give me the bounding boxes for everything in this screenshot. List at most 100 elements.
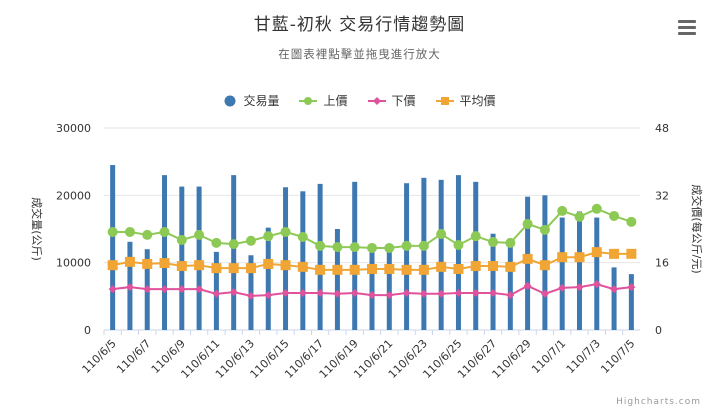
volume-bar[interactable]	[283, 187, 289, 330]
avg-price-point[interactable]	[418, 264, 429, 275]
avg-price-point[interactable]	[522, 253, 533, 264]
low-price-point[interactable]	[177, 285, 186, 294]
avg-price-point[interactable]	[591, 247, 602, 258]
avg-price-point[interactable]	[367, 263, 377, 274]
avg-price-point[interactable]	[453, 263, 464, 274]
high-price-point[interactable]	[436, 229, 447, 240]
low-price-point[interactable]	[471, 288, 480, 297]
low-price-point[interactable]	[385, 291, 394, 300]
high-price-point[interactable]	[263, 231, 274, 242]
volume-bar[interactable]	[438, 179, 444, 330]
high-price-point[interactable]	[245, 235, 256, 246]
low-price-point[interactable]	[298, 288, 307, 297]
volume-bar[interactable]	[594, 217, 600, 330]
avg-price-point[interactable]	[436, 261, 447, 272]
high-price-point[interactable]	[591, 203, 602, 214]
high-price-point[interactable]	[453, 239, 464, 250]
high-price-point[interactable]	[315, 240, 326, 251]
credit-link[interactable]: Highcharts.com	[616, 397, 701, 407]
volume-bar[interactable]	[179, 186, 185, 330]
low-price-point[interactable]	[454, 288, 463, 297]
low-price-point[interactable]	[333, 289, 342, 298]
avg-price-point[interactable]	[245, 263, 256, 274]
volume-bar[interactable]	[473, 181, 479, 330]
high-price-point[interactable]	[539, 224, 550, 235]
low-price-point[interactable]	[281, 288, 290, 297]
volume-bar[interactable]	[507, 245, 513, 330]
low-price-point[interactable]	[350, 288, 359, 297]
high-price-point[interactable]	[211, 237, 222, 248]
high-price-point[interactable]	[297, 231, 308, 242]
legend-item-volume[interactable]: 交易量	[223, 92, 279, 109]
avg-price-point[interactable]	[539, 260, 550, 271]
high-price-point[interactable]	[367, 242, 377, 253]
avg-price-point[interactable]	[557, 252, 568, 263]
low-price-point[interactable]	[558, 283, 567, 292]
legend-item-avg-price[interactable]: 平均價	[435, 92, 496, 109]
volume-bar[interactable]	[110, 165, 116, 330]
high-price-point[interactable]	[176, 234, 187, 245]
volume-bar[interactable]	[162, 175, 168, 330]
volume-bar[interactable]	[611, 267, 617, 330]
low-price-point[interactable]	[264, 291, 273, 300]
low-price-point[interactable]	[506, 291, 515, 300]
high-price-point[interactable]	[332, 242, 343, 253]
volume-bar[interactable]	[490, 233, 496, 330]
volume-bar[interactable]	[352, 181, 358, 330]
volume-bar[interactable]	[421, 177, 427, 330]
avg-price-point[interactable]	[609, 248, 620, 259]
low-price-point[interactable]	[143, 285, 152, 294]
avg-price-point[interactable]	[297, 261, 308, 272]
avg-price-point[interactable]	[384, 263, 395, 274]
volume-bar[interactable]	[455, 175, 461, 330]
avg-price-point[interactable]	[142, 258, 153, 269]
avg-price-point[interactable]	[176, 261, 187, 272]
high-price-point[interactable]	[401, 240, 412, 251]
volume-bar[interactable]	[231, 175, 237, 330]
volume-bar[interactable]	[334, 229, 340, 330]
high-price-point[interactable]	[159, 226, 170, 237]
low-price-point[interactable]	[402, 288, 411, 297]
low-price-point[interactable]	[246, 291, 255, 300]
low-price-point[interactable]	[195, 285, 204, 294]
avg-price-point[interactable]	[626, 248, 637, 259]
low-price-point[interactable]	[575, 283, 584, 292]
avg-price-point[interactable]	[505, 261, 516, 272]
avg-price-point[interactable]	[228, 263, 239, 274]
low-price-point[interactable]	[610, 285, 619, 294]
avg-price-point[interactable]	[349, 264, 360, 275]
volume-bar[interactable]	[300, 191, 306, 330]
high-price-point[interactable]	[488, 237, 499, 248]
avg-price-point[interactable]	[574, 252, 585, 263]
high-price-point[interactable]	[609, 210, 620, 221]
avg-price-point[interactable]	[107, 260, 118, 271]
low-price-point[interactable]	[160, 285, 169, 294]
high-price-point[interactable]	[124, 226, 135, 237]
legend-item-high-price[interactable]: 上價	[299, 92, 348, 109]
volume-bar[interactable]	[576, 211, 582, 330]
hamburger-menu-icon[interactable]	[676, 20, 698, 38]
high-price-point[interactable]	[228, 239, 239, 250]
high-price-point[interactable]	[107, 226, 118, 237]
low-price-point[interactable]	[316, 288, 325, 297]
low-price-point[interactable]	[125, 283, 134, 292]
avg-price-point[interactable]	[194, 260, 205, 271]
high-price-point[interactable]	[574, 211, 585, 222]
high-price-point[interactable]	[349, 242, 360, 253]
low-price-point[interactable]	[108, 285, 117, 294]
low-price-point[interactable]	[540, 289, 549, 298]
low-price-point[interactable]	[489, 288, 498, 297]
avg-price-point[interactable]	[124, 256, 135, 267]
volume-bar[interactable]	[628, 274, 634, 330]
avg-price-point[interactable]	[263, 258, 274, 269]
low-price-point[interactable]	[523, 281, 532, 290]
volume-bar[interactable]	[386, 245, 392, 330]
low-price-point[interactable]	[419, 289, 428, 298]
avg-price-point[interactable]	[470, 261, 481, 272]
high-price-point[interactable]	[470, 231, 481, 242]
avg-price-point[interactable]	[315, 264, 326, 275]
volume-bar[interactable]	[369, 245, 375, 330]
low-price-point[interactable]	[368, 291, 376, 300]
volume-bar[interactable]	[404, 183, 410, 330]
high-price-point[interactable]	[418, 240, 429, 251]
